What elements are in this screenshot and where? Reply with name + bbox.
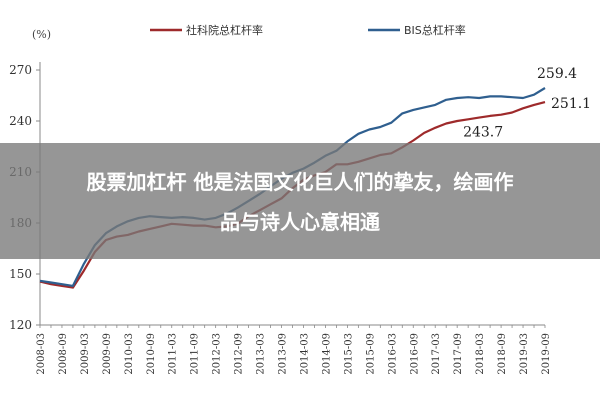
legend-label-1: BIS总杠杆率 [404, 23, 466, 37]
x-tick-label: 2016-03 [387, 333, 398, 375]
x-tick-label: 2016-09 [409, 333, 420, 375]
x-tick-label: 2013-03 [256, 333, 267, 375]
x-tick-label: 2018-03 [475, 333, 486, 375]
annotations: 259.4 251.1 243.7 [463, 66, 591, 141]
x-tick-label: 2019-09 [541, 333, 552, 375]
caption-text: 股票加杠杆 他是法国文化巨人们的挚友，绘画作 品与诗人心意相通 [0, 162, 600, 242]
x-tick-label: 2017-09 [453, 333, 464, 375]
x-tick-label: 2008-09 [58, 333, 69, 375]
y-axis-unit: (%) [32, 28, 51, 41]
legend: 社科院总杠杆率 BIS总杠杆率 [150, 23, 466, 37]
x-tick-label: 2015-03 [343, 333, 354, 375]
y-tick-label: 270 [9, 63, 32, 77]
caption-line-2: 品与诗人心意相通 [220, 210, 380, 234]
x-tick-label: 2018-09 [497, 333, 508, 375]
caption-overlay [0, 143, 600, 259]
x-tick-label: 2010-03 [124, 333, 135, 375]
x-tick-label: 2008-03 [36, 333, 47, 375]
y-tick-label: 240 [9, 114, 32, 128]
x-tick-label: 2015-09 [365, 333, 376, 375]
x-tick-label: 2019-03 [519, 333, 530, 375]
x-tick-label: 2012-03 [212, 333, 223, 375]
y-tick-label: 150 [9, 267, 32, 281]
data-label: 243.7 [463, 125, 503, 141]
x-tick-label: 2011-09 [190, 333, 201, 375]
x-tick-label: 2012-09 [234, 333, 245, 375]
legend-label-0: 社科院总杠杆率 [186, 23, 263, 37]
y-tick-label: 120 [9, 318, 32, 332]
x-tick-label: 2013-09 [278, 333, 289, 375]
x-tick-label: 2014-09 [321, 333, 332, 375]
data-label: 259.4 [537, 66, 577, 82]
x-tick-label: 2009-03 [80, 333, 91, 375]
x-tick-label: 2009-09 [102, 333, 113, 375]
x-tick-label: 2010-09 [146, 333, 157, 375]
x-tick-label: 2017-03 [431, 333, 442, 375]
x-tick-label: 2014-03 [299, 333, 310, 375]
x-tick-label: 2011-03 [168, 333, 179, 375]
caption-line-1: 股票加杠杆 他是法国文化巨人们的挚友，绘画作 [86, 170, 514, 194]
data-label: 251.1 [551, 96, 591, 112]
